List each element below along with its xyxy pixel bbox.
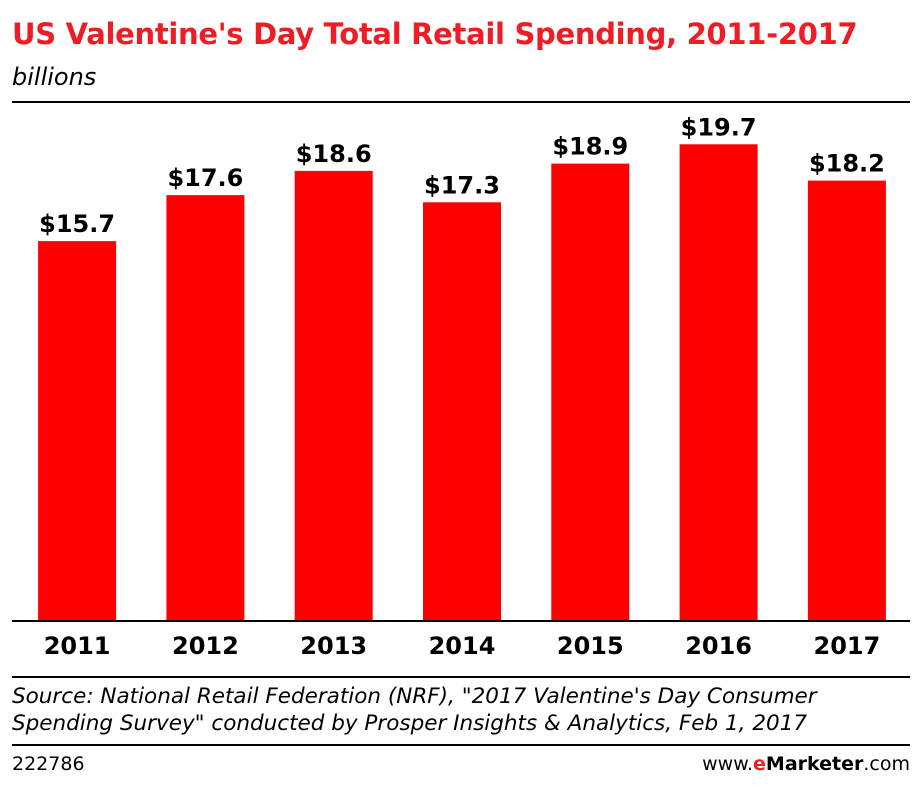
- bar-2014: [423, 202, 501, 622]
- source-line-1: Source: National Retail Federation (NRF)…: [12, 684, 817, 709]
- value-label-2017: $18.2: [809, 150, 885, 178]
- bar-2016: [679, 144, 758, 622]
- source-note: Source: National Retail Federation (NRF)…: [12, 683, 910, 737]
- value-label-2016: $19.7: [681, 113, 757, 141]
- bar-chart: $15.7 2011 $17.6 2012 $18.6 2013 $17.3 2014 $18.…: [12, 113, 910, 660]
- value-label-2012: $17.6: [167, 164, 243, 192]
- x-tick-label-2013: 2013: [300, 632, 367, 660]
- source-line-2: Spending Survey" conducted by Prosper In…: [12, 711, 808, 736]
- brand-name: Marketer: [765, 753, 864, 775]
- top-rule: [12, 101, 910, 103]
- value-label-2011: $15.7: [39, 210, 115, 238]
- value-label-2013: $18.6: [296, 140, 372, 168]
- x-tick-label-2015: 2015: [557, 632, 624, 660]
- footer-rule: [12, 744, 910, 746]
- bar-2017: [807, 180, 886, 621]
- brand-e: e: [753, 753, 766, 775]
- bar-2015: [551, 163, 630, 621]
- x-tick-label-2014: 2014: [429, 632, 496, 660]
- x-tick-label-2012: 2012: [172, 632, 239, 660]
- brand-suffix: .com: [863, 753, 910, 775]
- source-rule: [12, 676, 910, 678]
- value-label-2015: $18.9: [552, 133, 628, 161]
- x-tick-label-2017: 2017: [814, 632, 881, 660]
- x-tick-label-2016: 2016: [685, 632, 752, 660]
- chart-subtitle: billions: [12, 63, 97, 91]
- bar-2013: [294, 170, 373, 621]
- value-label-2014: $17.3: [424, 171, 500, 199]
- x-tick-label-2011: 2011: [44, 632, 111, 660]
- bar-2011: [38, 241, 117, 621]
- brand-logo[interactable]: www.eMarketer.com: [702, 752, 910, 776]
- bar-2012: [166, 195, 245, 621]
- chart-id: 222786: [12, 753, 85, 775]
- chart-title: US Valentine's Day Total Retail Spending…: [12, 17, 858, 51]
- brand-prefix: www.: [702, 753, 754, 775]
